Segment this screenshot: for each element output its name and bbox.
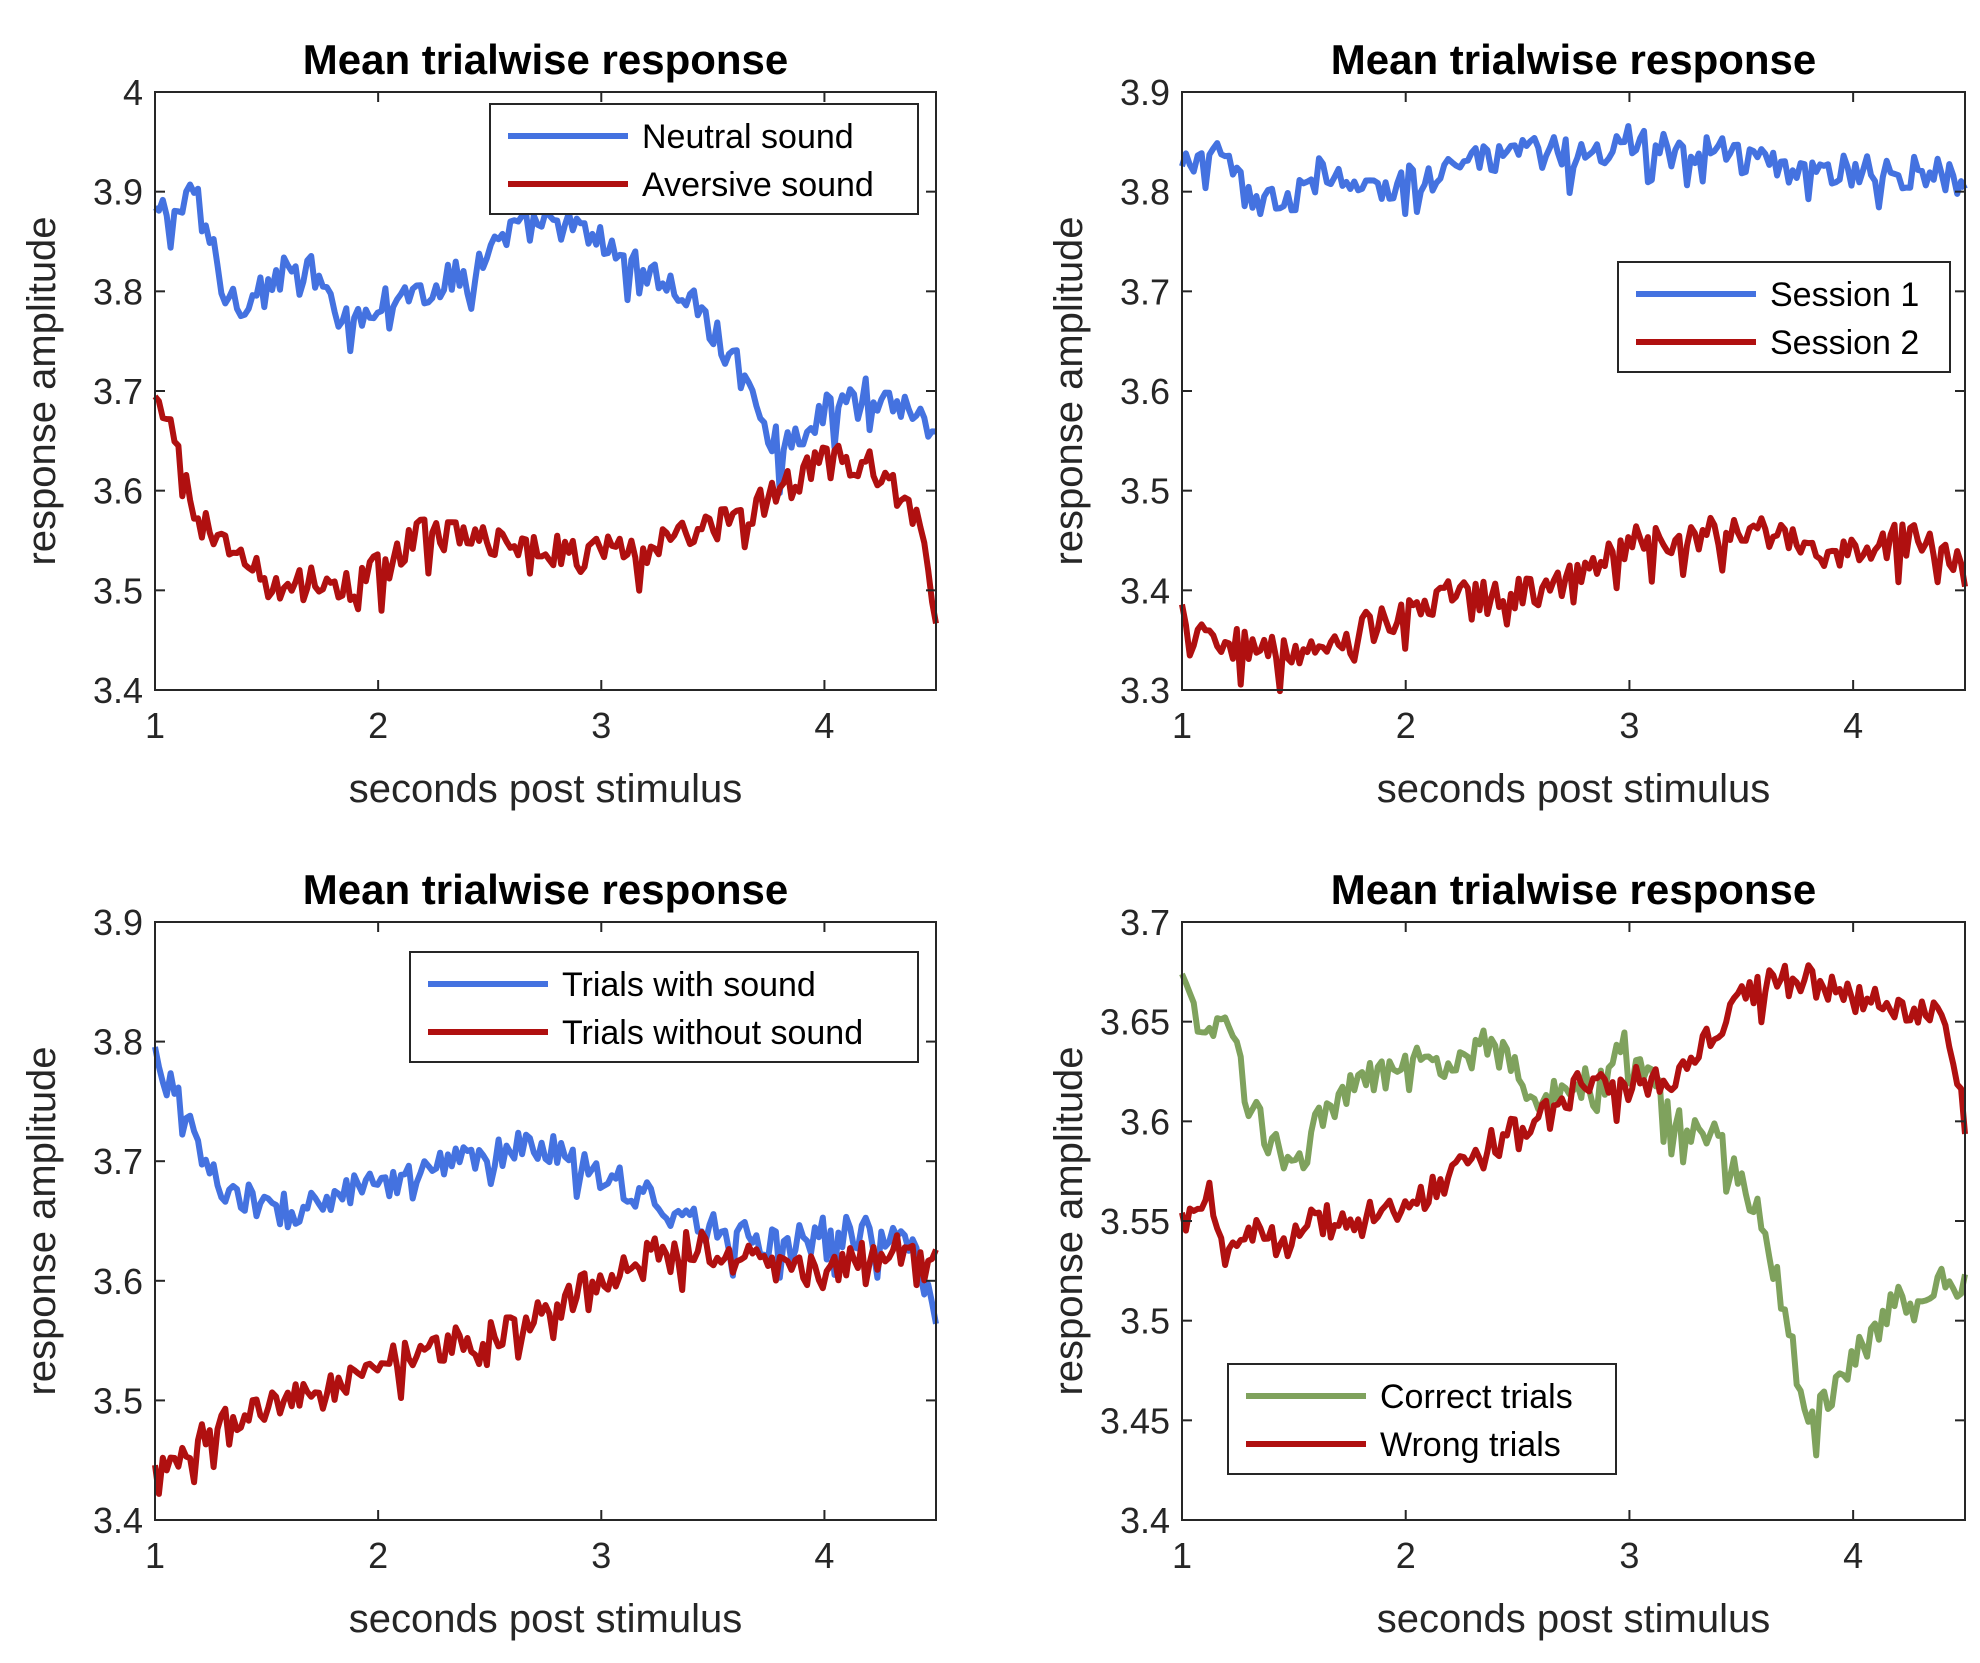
x-tick-label: 1 <box>145 1535 165 1576</box>
x-tick-label: 3 <box>1619 1535 1639 1576</box>
y-tick-label: 3.5 <box>1120 1301 1170 1342</box>
chart-panel-4: 1 2 3 4 3.4 3.45 3.5 3.55 3.6 3.65 3.7 Mean trialwi… <box>1047 866 1968 1641</box>
legend: Trials with sound Trials without sound <box>409 951 919 1063</box>
y-tick-label: 3.3 <box>1120 670 1170 711</box>
y-tick-label: 3.9 <box>1120 72 1170 113</box>
x-tick-label: 4 <box>814 705 834 746</box>
x-tick-label: 4 <box>1843 1535 1863 1576</box>
y-tick-label: 3.4 <box>93 670 143 711</box>
y-tick-label: 3.8 <box>93 1022 143 1063</box>
y-tick-label: 3.5 <box>93 570 143 611</box>
y-tick-label: 3.7 <box>93 371 143 412</box>
legend-label: Trials without sound <box>562 1014 863 1052</box>
legend: Neutral sound Aversive sound <box>489 103 919 215</box>
series-line-aversive-sound <box>152 394 939 624</box>
legend-label: Session 1 <box>1770 276 1919 314</box>
y-tick-label: 3.6 <box>93 1261 143 1302</box>
series-line-wrong-trials <box>1179 962 1968 1268</box>
legend-box <box>1227 1363 1617 1475</box>
x-tick-label: 3 <box>591 1535 611 1576</box>
x-tick-label: 3 <box>591 705 611 746</box>
y-tick-label: 3.6 <box>1120 1101 1170 1142</box>
x-tick-label: 1 <box>1172 1535 1192 1576</box>
x-tick-label: 2 <box>1396 1535 1416 1576</box>
chart-panel-2: 1 2 3 4 3.3 3.4 3.5 3.6 3.7 3.8 3.9 Mean trialwise … <box>1047 36 1968 811</box>
x-axis-label: seconds post stimulus <box>1377 1597 1771 1641</box>
axes-box <box>154 921 937 1521</box>
y-axis-label: response amplitude <box>20 216 64 565</box>
y-tick-label: 3.7 <box>1120 902 1170 943</box>
chart-title: Mean trialwise response <box>1331 36 1817 83</box>
legend-box <box>1617 261 1951 373</box>
x-tick-label: 1 <box>145 705 165 746</box>
legend: Correct trials Wrong trials <box>1227 1363 1617 1475</box>
y-tick-label: 3.9 <box>93 172 143 213</box>
legend-label: Correct trials <box>1380 1378 1573 1416</box>
legend-label: Session 2 <box>1770 324 1919 362</box>
legend-label: Aversive sound <box>642 166 874 204</box>
legend-box <box>489 103 919 215</box>
x-tick-label: 4 <box>814 1535 834 1576</box>
chart-title: Mean trialwise response <box>303 36 789 83</box>
legend-box <box>409 951 919 1063</box>
y-tick-label: 3.4 <box>1120 1500 1170 1541</box>
y-tick-label: 3.8 <box>1120 172 1170 213</box>
series-line-session-1 <box>1179 123 1968 218</box>
y-axis-label: response amplitude <box>20 1046 64 1395</box>
y-tick-label: 3.65 <box>1100 1002 1170 1043</box>
y-tick-label: 3.55 <box>1100 1201 1170 1242</box>
x-tick-label: 2 <box>368 1535 388 1576</box>
y-tick-label: 3.5 <box>1120 471 1170 512</box>
y-axis-label: response amplitude <box>1047 1046 1091 1395</box>
chart-panel-1: 1 2 3 4 3.4 3.5 3.6 3.7 3.8 3.9 4 Mean trialwise re… <box>20 36 939 811</box>
x-axis-label: seconds post stimulus <box>1377 767 1771 811</box>
x-tick-label: 2 <box>1396 705 1416 746</box>
y-axis-label: response amplitude <box>1047 216 1091 565</box>
chart-title: Mean trialwise response <box>1331 866 1817 913</box>
y-tick-label: 3.4 <box>93 1500 143 1541</box>
series-line-trials-with-sound <box>152 1046 939 1325</box>
legend-label: Wrong trials <box>1380 1426 1561 1464</box>
y-tick-label: 3.7 <box>93 1141 143 1182</box>
x-axis-label: seconds post stimulus <box>349 1597 743 1641</box>
y-tick-label: 3.4 <box>1120 570 1170 611</box>
y-tick-label: 3.8 <box>93 271 143 312</box>
series-line-session-2 <box>1179 514 1968 695</box>
x-tick-label: 3 <box>1619 705 1639 746</box>
y-tick-label: 3.45 <box>1100 1400 1170 1441</box>
x-tick-label: 2 <box>368 705 388 746</box>
chart-title: Mean trialwise response <box>303 866 789 913</box>
y-tick-label: 3.6 <box>1120 371 1170 412</box>
legend: Session 1 Session 2 <box>1617 261 1951 373</box>
y-tick-label: 3.5 <box>93 1380 143 1421</box>
y-tick-label: 3.7 <box>1120 271 1170 312</box>
y-tick-label: 4 <box>123 72 143 113</box>
series-line-trials-without-sound <box>152 1229 939 1497</box>
legend-label: Trials with sound <box>562 966 816 1004</box>
x-tick-label: 1 <box>1172 705 1192 746</box>
chart-panel-3: 1 2 3 4 3.4 3.5 3.6 3.7 3.8 3.9 Mean trialwise res… <box>20 866 939 1641</box>
x-axis-label: seconds post stimulus <box>349 767 743 811</box>
x-tick-label: 4 <box>1843 705 1863 746</box>
y-tick-label: 3.6 <box>93 471 143 512</box>
y-tick-label: 3.9 <box>93 902 143 943</box>
legend-label: Neutral sound <box>642 118 854 156</box>
